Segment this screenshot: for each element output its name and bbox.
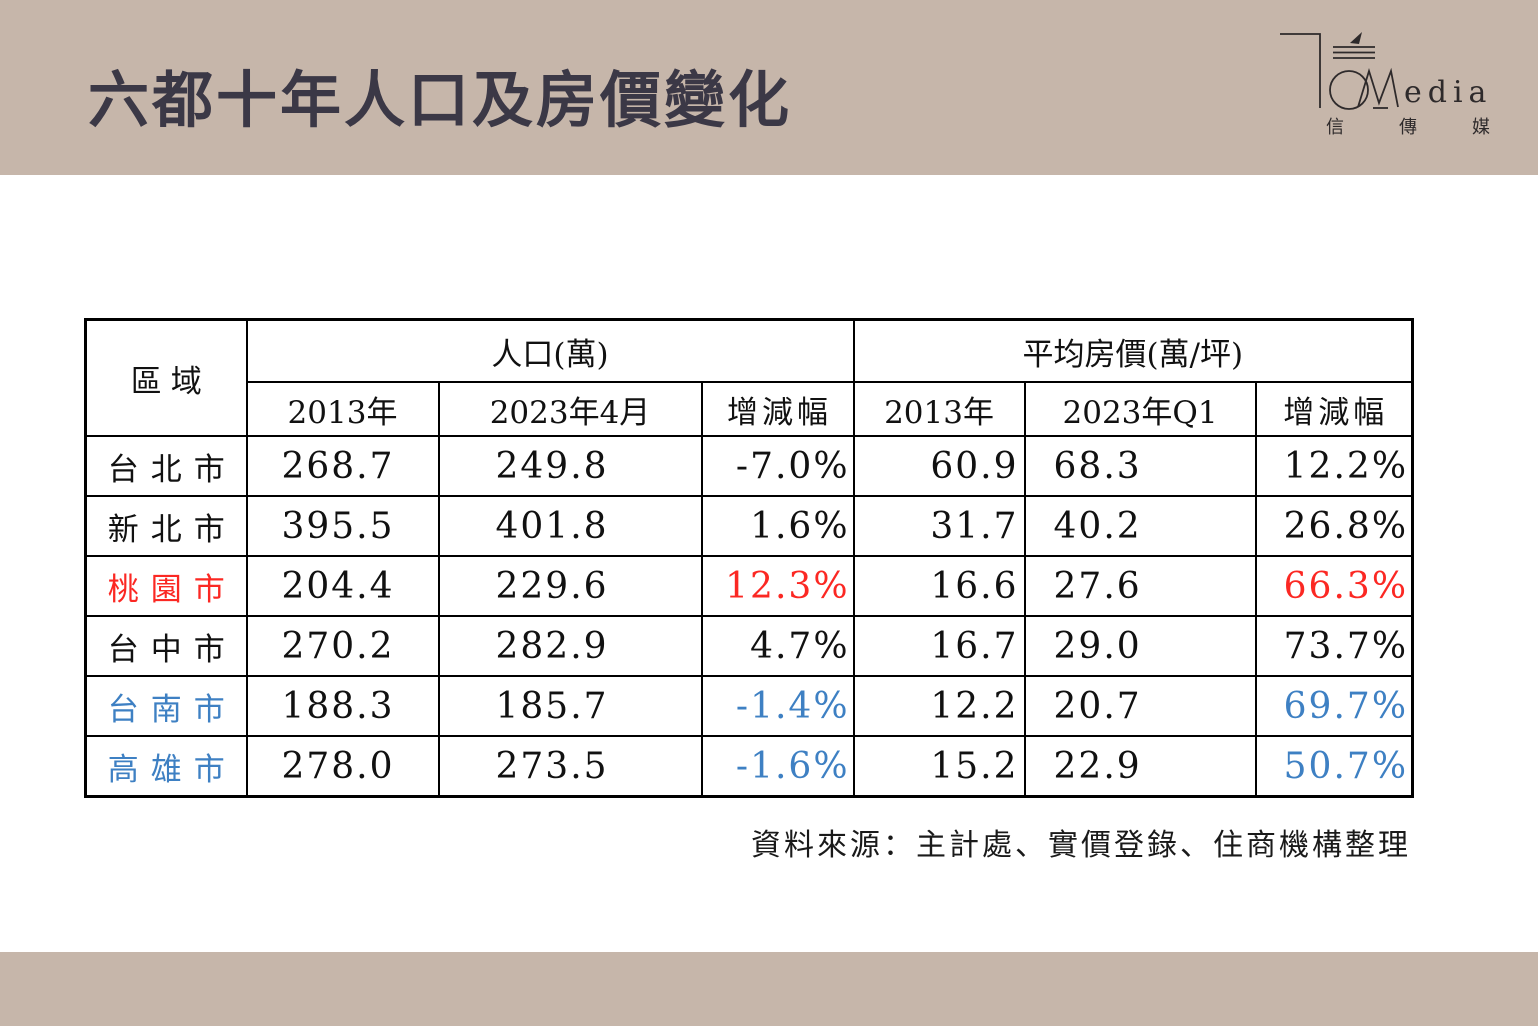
cell-region: 台中市 xyxy=(84,615,248,677)
cell-price-2023: 40.2 xyxy=(1023,495,1257,557)
cell-pop-2023: 282.9 xyxy=(437,615,703,677)
cell-price-2013: 60.9 xyxy=(852,435,1026,497)
cell-region: 台北市 xyxy=(84,435,248,497)
cell-pop-2023: 185.7 xyxy=(437,675,703,737)
cell-price-2013: 16.6 xyxy=(852,555,1026,617)
cell-price-2013: 15.2 xyxy=(852,735,1026,798)
cell-region: 台南市 xyxy=(84,675,248,737)
top-band xyxy=(0,0,1538,175)
header-price-change: 增減幅 xyxy=(1254,381,1414,437)
cell-region: 高雄市 xyxy=(84,735,248,798)
cell-price-change: 26.8% xyxy=(1254,495,1414,557)
cell-price-2013: 31.7 xyxy=(852,495,1026,557)
cell-pop-change: 12.3% xyxy=(700,555,855,617)
logo-cjk-1: 信 xyxy=(1326,117,1344,138)
cell-pop-change: -1.6% xyxy=(700,735,855,798)
table-row: 高雄市 278.0 273.5 -1.6% 15.2 22.9 50.7% xyxy=(84,735,1414,798)
logo-c-circle xyxy=(1329,70,1369,110)
header-pop-2023: 2023年4月 xyxy=(437,381,703,437)
cell-region: 桃園市 xyxy=(84,555,248,617)
cell-price-2023: 22.9 xyxy=(1023,735,1257,798)
header-group-population: 人口(萬) xyxy=(245,318,855,383)
cell-price-change: 66.3% xyxy=(1254,555,1414,617)
table-row: 桃園市 204.4 229.6 12.3% 16.6 27.6 66.3% xyxy=(84,555,1414,617)
table-row: 台中市 270.2 282.9 4.7% 16.7 29.0 73.7% xyxy=(84,615,1414,677)
table-row: 台南市 188.3 185.7 -1.4% 12.2 20.7 69.7% xyxy=(84,675,1414,737)
header-pop-change: 增減幅 xyxy=(700,381,855,437)
cell-pop-2023: 249.8 xyxy=(437,435,703,497)
cell-price-2023: 68.3 xyxy=(1023,435,1257,497)
source-note: 資料來源：主計處、實價登錄、住商機構整理 xyxy=(751,828,1411,863)
cell-pop-2013: 270.2 xyxy=(245,615,440,677)
logo-flag-triangle xyxy=(1350,32,1362,44)
cell-pop-change: -1.4% xyxy=(700,675,855,737)
cell-pop-2013: 278.0 xyxy=(245,735,440,798)
cell-price-2023: 20.7 xyxy=(1023,675,1257,737)
cell-pop-2013: 395.5 xyxy=(245,495,440,557)
cell-pop-2013: 268.7 xyxy=(245,435,440,497)
cell-price-change: 69.7% xyxy=(1254,675,1414,737)
table-body: 台北市 268.7 249.8 -7.0% 60.9 68.3 12.2% 新北… xyxy=(84,435,1414,798)
cell-pop-2023: 229.6 xyxy=(437,555,703,617)
header-price-2013: 2013年 xyxy=(852,381,1026,437)
cell-pop-change: 4.7% xyxy=(700,615,855,677)
header-price-2023: 2023年Q1 xyxy=(1023,381,1257,437)
cell-pop-2013: 204.4 xyxy=(245,555,440,617)
logo-cjk-3: 媒 xyxy=(1472,117,1490,138)
table-row: 台北市 268.7 249.8 -7.0% 60.9 68.3 12.2% xyxy=(84,435,1414,497)
table-sub-header-row: 2013年 2023年4月 增減幅 2013年 2023年Q1 增減幅 xyxy=(86,381,1414,437)
logo-media-text: edia xyxy=(1404,75,1492,110)
cell-pop-change: 1.6% xyxy=(700,495,855,557)
header-region: 區域 xyxy=(84,318,248,437)
cell-pop-2013: 188.3 xyxy=(245,675,440,737)
logo-m-stroke xyxy=(1357,67,1399,108)
logo-bracket-line xyxy=(1280,33,1321,108)
table-group-header-row: 區域 人口(萬) 平均房價(萬/坪) xyxy=(84,318,1414,437)
cell-price-2023: 29.0 xyxy=(1023,615,1257,677)
cell-pop-2023: 273.5 xyxy=(437,735,703,798)
logo-cjk-2: 傳 xyxy=(1399,117,1417,138)
cell-pop-2023: 401.8 xyxy=(437,495,703,557)
cell-price-2013: 12.2 xyxy=(852,675,1026,737)
cell-region: 新北市 xyxy=(84,495,248,557)
cell-price-change: 73.7% xyxy=(1254,615,1414,677)
header-pop-2013: 2013年 xyxy=(245,381,440,437)
logo-speech-lines xyxy=(1333,46,1375,59)
cell-price-2013: 16.7 xyxy=(852,615,1026,677)
cmedia-logo: edia 信 傳 媒 xyxy=(1258,18,1520,150)
cmedia-logo-icon: edia 信 傳 媒 xyxy=(1280,32,1492,138)
page-title: 六都十年人口及房價變化 xyxy=(88,65,793,136)
cell-price-change: 50.7% xyxy=(1254,735,1414,798)
bottom-band xyxy=(0,952,1538,1026)
cell-price-change: 12.2% xyxy=(1254,435,1414,497)
table-row: 新北市 395.5 401.8 1.6% 31.7 40.2 26.8% xyxy=(84,495,1414,557)
cell-price-2023: 27.6 xyxy=(1023,555,1257,617)
cell-pop-change: -7.0% xyxy=(700,435,855,497)
data-table: 區域 人口(萬) 平均房價(萬/坪) 2013年 2023年4月 增減幅 201… xyxy=(84,318,1415,798)
table-header: 區域 人口(萬) 平均房價(萬/坪) 2013年 2023年4月 增減幅 201… xyxy=(84,318,1414,437)
header-group-price: 平均房價(萬/坪) xyxy=(852,318,1414,383)
